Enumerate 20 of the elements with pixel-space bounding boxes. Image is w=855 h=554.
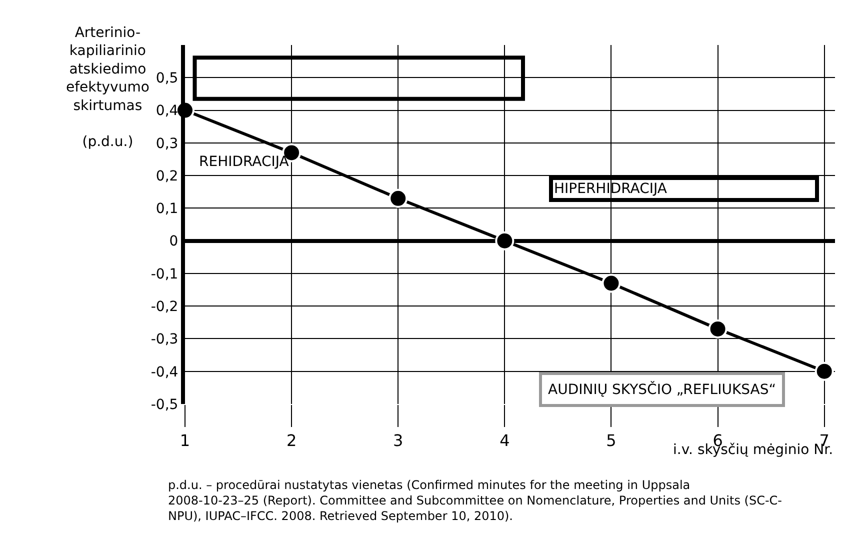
text: Arterinio- kapiliarinio atskiedimo efektyvumo skirtumas (p.d.u.) — [66, 25, 150, 150]
y-tick-label: 0 — [169, 234, 178, 250]
y-tick-label: -0,3 — [150, 332, 178, 348]
x-tick-label: 4 — [500, 431, 510, 450]
x-tick-label: 3 — [393, 431, 404, 450]
x-tick-label: 1 — [180, 431, 190, 450]
text: p.d.u. – procedūrai nustatytas vienetas (Confirmed minutes for the meeting in Uppsala 2008-10-23–25 (Report). Committee and Subcommittee on Nomenclature, Properties and Units (SC-C-NPU), IUPAC–IFCC. 2008. Retrieved September 10, 2010). — [168, 478, 782, 524]
y-tick-label: 0,5 — [156, 70, 178, 87]
y-tick-label: 0,1 — [156, 201, 178, 218]
x-tick-label: 2 — [286, 431, 297, 450]
y-tick-label: -0,1 — [150, 266, 178, 282]
y-tick-label: 0,4 — [156, 103, 178, 120]
x-tick-label: 5 — [606, 431, 616, 450]
annotation: REHIDRACIJA — [199, 154, 290, 170]
y-tick-label: -0,4 — [150, 364, 178, 380]
y-tick-label: -0,2 — [150, 298, 178, 315]
annotation: AUDINIŲ SKYSČIO „REFLIUKSAS“ — [548, 381, 776, 398]
y-tick-label: 0,3 — [156, 136, 178, 152]
y-tick-label: 0,2 — [156, 168, 178, 184]
y-tick-label: -0,5 — [150, 396, 178, 413]
